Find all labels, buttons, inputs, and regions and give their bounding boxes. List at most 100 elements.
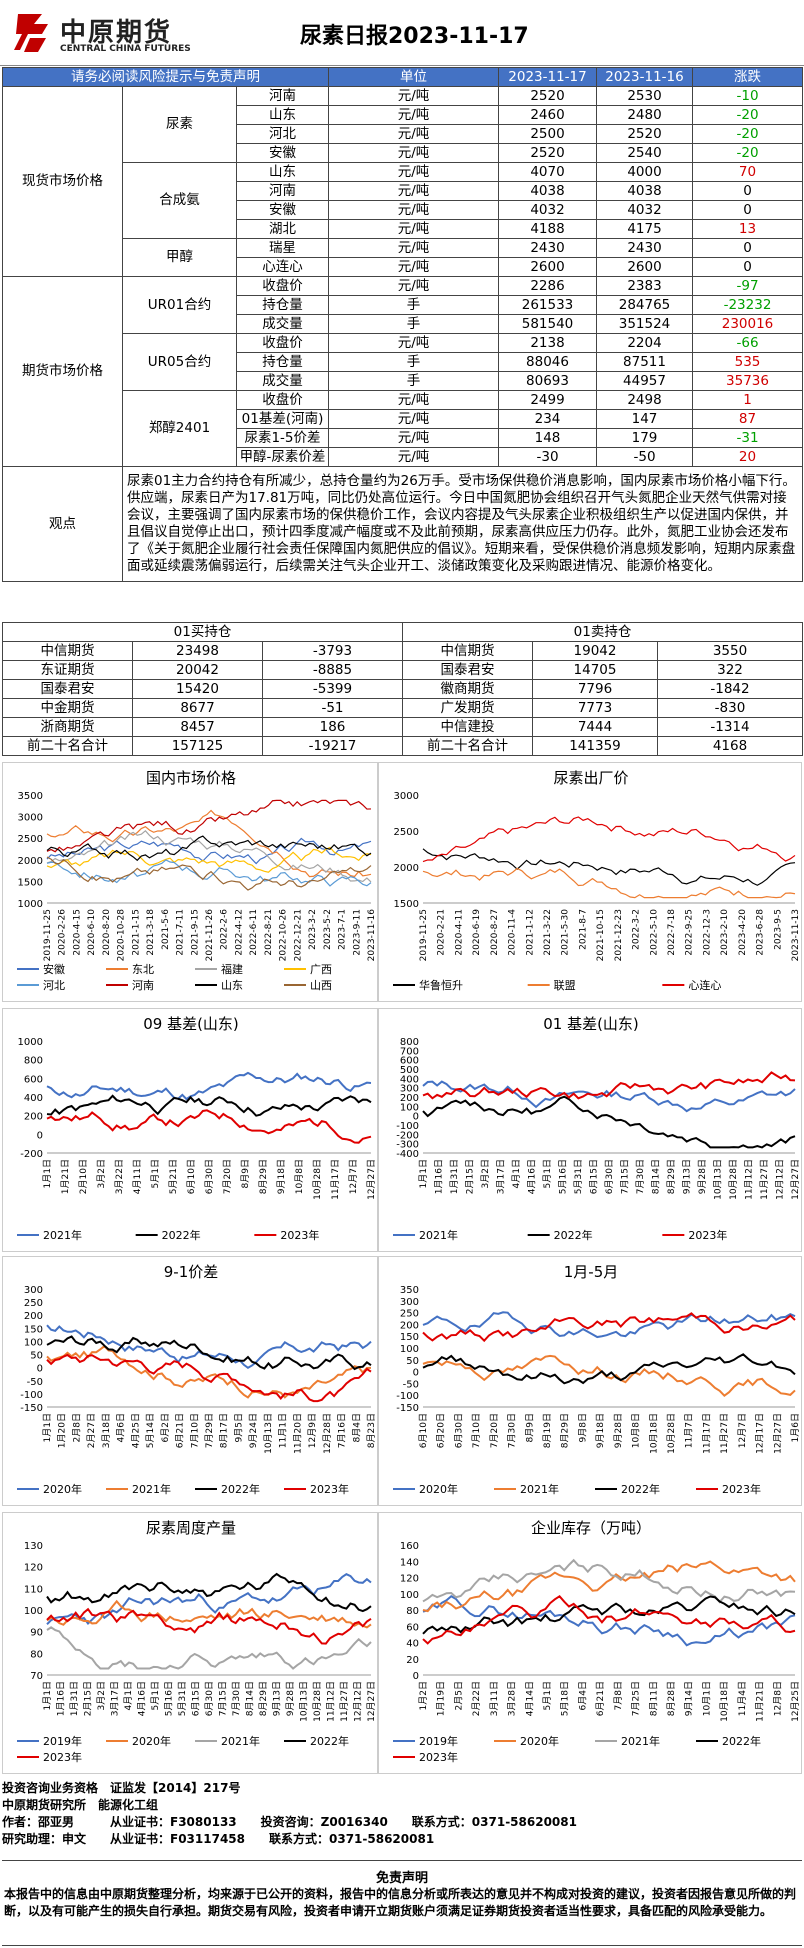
item-name: 收盘价 [235,276,330,296]
x-tick-label: 2月15日 [465,1159,476,1194]
legend-entry: 华鲁恒升 [419,978,463,992]
x-tick-label: 9月18日 [276,1159,287,1194]
value-prev: 44957 [596,371,694,391]
change-cell: -97 [692,276,804,296]
y-tick-label: 80 [30,1649,43,1660]
series-line [422,848,796,886]
group-label: UR05合约 [122,333,237,391]
value-prev: 4000 [596,162,694,182]
table-row: 河北 元/吨 2500 2520 -20 [3,124,804,144]
legend-entry: 联盟 [554,979,576,992]
y-tick-label: -100 [20,1390,43,1401]
x-tick-label: 3月2日 [96,1681,107,1710]
x-tick-label: 10月8日 [631,1413,642,1448]
x-tick-label: 2023-6-28 [756,909,766,956]
item-name: 山东 [235,105,330,125]
y-tick-label: -400 [396,1149,419,1160]
item-name: 持仓量 [235,295,330,315]
price-table: 请务必阅读风险提示与免责声明 单位 2023-11-17 2023-11-16 涨跌 现货… [1,67,804,582]
item-name: 瑞星 [235,238,330,258]
value-today: -30 [498,447,598,467]
y-tick-label: 40 [406,1639,419,1650]
series-line [422,1095,796,1149]
x-tick-label: 8月29日 [258,1159,269,1194]
x-tick-label: 2020-6-10 [87,909,97,956]
unit-cell: 手 [328,295,500,315]
x-tick-label: 2022-8-21 [264,909,274,956]
x-tick-label: 7月25日 [631,1681,642,1716]
item-name: 河南 [235,181,330,201]
y-tick-label: 80 [406,1606,419,1617]
table-row: 现货市场价格 尿素 河南 元/吨 2520 2530 -10 [2,86,804,277]
series-line [422,1353,796,1385]
x-tick-label: 12月27日 [790,1159,801,1200]
table-row: 心连心 元/吨 2600 2600 0 [3,257,804,277]
series-line [422,1595,796,1635]
value-prev: 2498 [596,390,694,410]
x-tick-label: 2021-1-15 [131,909,141,956]
x-tick-label: 2023-5-2 [323,909,333,950]
logo-cn-text: 中原期货 [60,18,173,48]
section-label: 现货市场价格 [2,86,123,277]
legend-entry: 2023年 [419,1750,458,1764]
x-tick-label: 12月25日 [790,1681,801,1722]
risk-notice[interactable]: 请务必阅读风险提示与免责声明 [1,67,330,87]
legend-entry: 2020年 [132,1734,171,1748]
x-tick-label: 8月11日 [648,1681,659,1716]
y-tick-label: 400 [24,1093,43,1104]
value-prev: 2600 [596,257,694,277]
x-tick-label: 8月4日 [351,1413,362,1442]
y-tick-label: 3000 [394,791,419,802]
logo-en-text: CENTRAL CHINA FUTURES [60,44,191,54]
y-tick-label: 110 [24,1584,43,1595]
x-tick-label: 6月15日 [191,1681,202,1716]
legend-entry: 2022年 [621,1482,660,1496]
x-tick-label: 1月31日 [69,1681,80,1716]
series-line [422,1560,796,1613]
x-tick-label: 5月1日 [150,1681,161,1710]
x-tick-label: 2020-4-15 [72,909,82,956]
x-tick-label: 7月30日 [231,1681,242,1716]
x-tick-label: 2022-9-25 [685,909,695,956]
legend-entry: 河南 [132,979,154,992]
y-tick-label: 150 [24,1324,43,1335]
table-row: 前二十名合计 157125 -19217 前二十名合计 141359 4168 [2,736,803,756]
legend-entry: 2019年 [43,1734,82,1748]
x-tick-label: 6月20日 [436,1413,447,1448]
x-tick-label: 2021-9-15 [190,909,200,956]
y-tick-label: 70 [30,1671,43,1682]
x-tick-label: 2月5日 [453,1681,464,1710]
x-tick-label: 6月21日 [175,1413,186,1448]
x-tick-label: 9月28日 [285,1681,296,1716]
value-today: 2520 [498,86,598,106]
unit-cell: 元/吨 [328,86,500,106]
table-row: 东证期货 20042 -8885 国泰君安 14705 322 [2,660,803,680]
pos-lc: -5399 [262,679,403,699]
x-tick-label: 8月9日 [240,1159,251,1188]
x-tick-label: 1月31日 [449,1159,460,1194]
x-tick-label: 9月18日 [595,1413,606,1448]
value-today: 2499 [498,390,598,410]
x-tick-label: 8月14日 [245,1681,256,1716]
legend-entry: 山东 [221,979,243,992]
series-line [46,1626,372,1670]
x-tick-label: 2023-2-10 [720,909,730,956]
x-tick-label: 12月27日 [366,1159,377,1200]
legend-entry: 福建 [221,962,243,976]
pos-l: 中金期货 [2,698,133,718]
item-name: 安徽 [235,200,330,220]
pos-lv: 157125 [132,736,263,756]
legend-entry: 2022年 [722,1734,761,1748]
x-tick-label: 2020-8-20 [102,909,112,956]
x-tick-label: 8月23日 [366,1413,377,1448]
x-tick-label: 5月31日 [573,1159,584,1194]
x-tick-label: 12月9日 [307,1413,318,1448]
legend-entry: 2021年 [221,1734,260,1748]
change-cell: -31 [692,428,804,448]
x-tick-label: 2019-11-25 [419,909,429,961]
x-tick-label: 5月14日 [145,1413,156,1448]
y-tick-label: 100 [400,1344,419,1355]
unit-cell: 元/吨 [328,238,500,258]
y-tick-label: 120 [24,1563,43,1574]
x-tick-label: 11月17日 [701,1413,712,1454]
